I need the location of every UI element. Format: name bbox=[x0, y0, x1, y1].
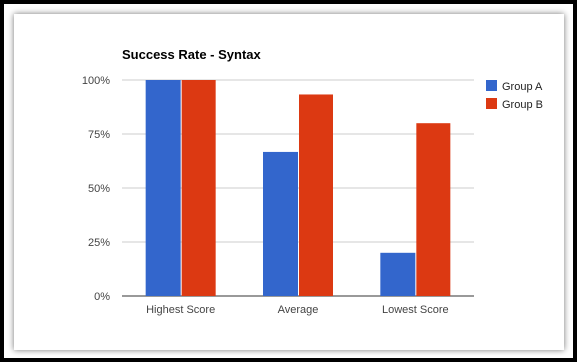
bar-group-a-1[interactable] bbox=[263, 151, 298, 296]
y-tick-label: 100% bbox=[82, 75, 110, 87]
legend: Group A Group B bbox=[486, 80, 543, 111]
bar-group-a-0[interactable] bbox=[145, 80, 181, 296]
bar-group-b-0[interactable] bbox=[181, 80, 216, 296]
x-axis-ticks: Highest Score Average Lowest Score bbox=[146, 304, 449, 316]
legend-label: Group B bbox=[502, 99, 543, 111]
y-tick-label: 0% bbox=[94, 291, 110, 303]
legend-swatch bbox=[486, 80, 497, 91]
x-tick-label: Lowest Score bbox=[382, 304, 449, 316]
bars bbox=[145, 80, 451, 296]
chart-title: Success Rate - Syntax bbox=[122, 47, 262, 62]
bar-group-a-2[interactable] bbox=[380, 252, 416, 296]
bar-group-b-1[interactable] bbox=[299, 94, 333, 296]
y-axis-ticks: 0% 25% 50% 75% 100% bbox=[82, 75, 110, 303]
bar-group-b-2[interactable] bbox=[416, 123, 451, 296]
y-tick-label: 25% bbox=[88, 237, 110, 249]
x-tick-label: Average bbox=[278, 304, 319, 316]
x-tick-label: Highest Score bbox=[146, 304, 215, 316]
y-tick-label: 50% bbox=[88, 183, 110, 195]
legend-swatch bbox=[486, 98, 497, 109]
legend-label: Group A bbox=[502, 81, 543, 93]
y-tick-label: 75% bbox=[88, 129, 110, 141]
